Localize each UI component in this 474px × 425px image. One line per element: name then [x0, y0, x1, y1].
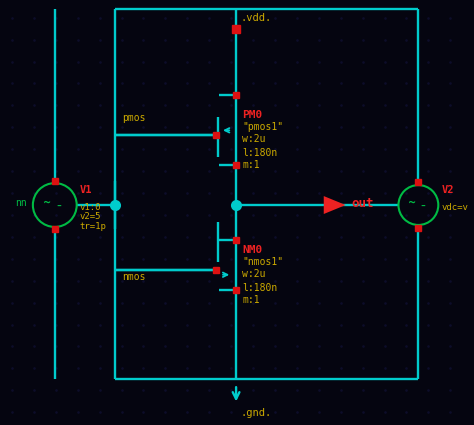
Text: .gnd.: .gnd. [240, 408, 271, 418]
Text: v1:0: v1:0 [80, 203, 101, 212]
Text: V1: V1 [80, 185, 92, 195]
Text: -: - [420, 200, 425, 214]
Text: w:2u: w:2u [242, 269, 265, 279]
Text: pmos: pmos [122, 113, 146, 123]
Text: vdc=v: vdc=v [441, 203, 468, 212]
Text: l:180n: l:180n [242, 148, 277, 158]
Text: ~: ~ [43, 198, 51, 208]
Text: V2: V2 [441, 185, 454, 195]
Text: NM0: NM0 [242, 245, 262, 255]
Text: ~: ~ [408, 198, 417, 208]
Text: "nmos1": "nmos1" [242, 257, 283, 267]
Text: "pmos1": "pmos1" [242, 122, 283, 132]
Text: -: - [56, 200, 61, 214]
Text: v2=5: v2=5 [80, 212, 101, 221]
Text: nn: nn [15, 198, 27, 208]
Text: PM0: PM0 [242, 110, 262, 120]
Text: w:2u: w:2u [242, 134, 265, 145]
Text: m:1: m:1 [242, 160, 260, 170]
Text: tr=1p: tr=1p [80, 222, 107, 232]
Text: .vdd.: .vdd. [240, 13, 271, 23]
Polygon shape [324, 196, 346, 214]
Text: m:1: m:1 [242, 295, 260, 305]
Text: l:180n: l:180n [242, 283, 277, 293]
Text: out: out [352, 196, 374, 210]
Text: nmos: nmos [122, 272, 146, 282]
